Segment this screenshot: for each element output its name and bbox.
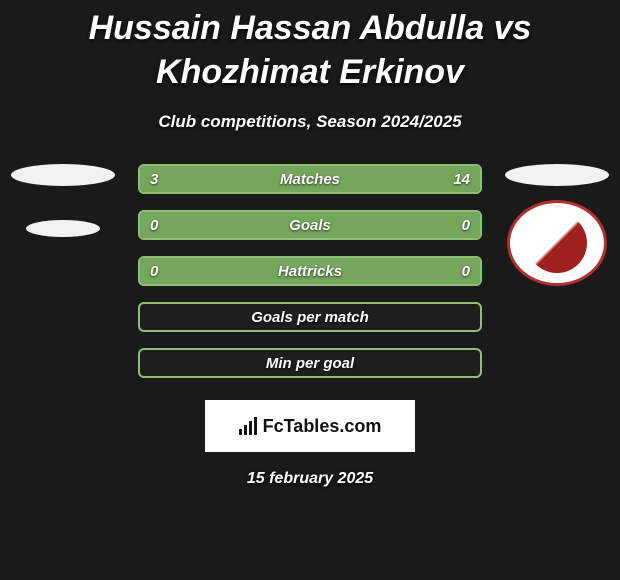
bar-label: Min per goal (140, 350, 480, 376)
club-left-silhouette (26, 220, 100, 237)
bar-row: 00Hattricks (138, 256, 482, 286)
player-left-silhouette (11, 164, 115, 186)
date-label: 15 february 2025 (0, 470, 620, 488)
bar-label: Goals (140, 212, 480, 238)
bar-row: 314Matches (138, 164, 482, 194)
page-title: Hussain Hassan Abdulla vs Khozhimat Erki… (0, 0, 620, 94)
bar-label: Hattricks (140, 258, 480, 284)
club-right-badge (507, 200, 607, 286)
player-right-silhouette (505, 164, 609, 186)
brand-text: FcTables.com (263, 416, 382, 437)
brand-badge: FcTables.com (205, 400, 415, 452)
player-left-column (8, 164, 118, 237)
bars-container: 314Matches 00Goals 00Hattricks Goals per ma… (138, 164, 482, 394)
subtitle: Club competitions, Season 2024/2025 (0, 112, 620, 132)
bar-label: Matches (140, 166, 480, 192)
bar-row: Goals per match (138, 302, 482, 332)
bar-label: Goals per match (140, 304, 480, 330)
brand-bars-icon (239, 417, 257, 435)
bar-row: Min per goal (138, 348, 482, 378)
comparison-chart: 314Matches 00Goals 00Hattricks Goals per ma… (0, 164, 620, 394)
player-right-column (502, 164, 612, 286)
bar-row: 00Goals (138, 210, 482, 240)
